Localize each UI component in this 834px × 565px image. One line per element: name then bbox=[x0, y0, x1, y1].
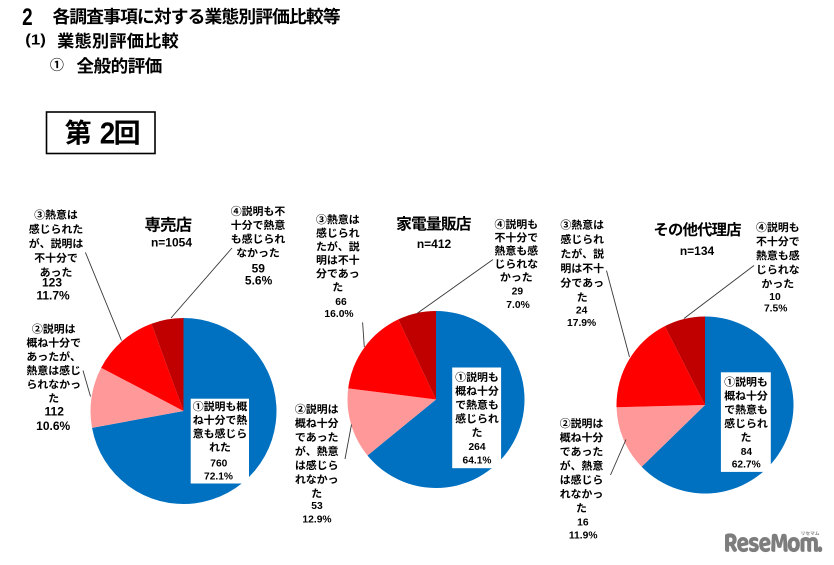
svg-text:264: 264 bbox=[469, 442, 486, 453]
svg-text:(1): (1) bbox=[25, 33, 46, 49]
svg-text:n=134: n=134 bbox=[680, 244, 715, 258]
svg-text:29: 29 bbox=[512, 287, 524, 298]
svg-text:n=412: n=412 bbox=[417, 237, 452, 251]
svg-text:11.7%: 11.7% bbox=[36, 289, 70, 303]
svg-text:66: 66 bbox=[335, 297, 347, 308]
svg-text:10: 10 bbox=[769, 292, 781, 303]
svg-text:10.6%: 10.6% bbox=[36, 419, 70, 433]
svg-text:64.1%: 64.1% bbox=[463, 455, 492, 466]
svg-text:16: 16 bbox=[577, 517, 589, 528]
svg-text:59: 59 bbox=[252, 261, 266, 275]
svg-text:7.5%: 7.5% bbox=[764, 304, 787, 315]
svg-text:11.9%: 11.9% bbox=[569, 531, 598, 542]
svg-text:24: 24 bbox=[576, 305, 588, 316]
svg-text:n=1054: n=1054 bbox=[151, 236, 192, 250]
svg-text:17.9%: 17.9% bbox=[567, 318, 596, 329]
svg-text:72.1%: 72.1% bbox=[204, 472, 233, 483]
svg-text:84: 84 bbox=[741, 447, 753, 458]
svg-text:760: 760 bbox=[210, 459, 227, 470]
svg-text:2: 2 bbox=[100, 116, 116, 151]
svg-text:2: 2 bbox=[22, 4, 32, 31]
svg-text:16.0%: 16.0% bbox=[324, 309, 353, 320]
svg-text:5.6%: 5.6% bbox=[245, 274, 273, 288]
svg-text:53: 53 bbox=[311, 501, 323, 512]
svg-text:112: 112 bbox=[45, 405, 65, 419]
svg-text:12.9%: 12.9% bbox=[302, 515, 331, 526]
svg-text:123: 123 bbox=[42, 275, 62, 289]
svg-text:62.7%: 62.7% bbox=[732, 460, 761, 471]
svg-text:7.0%: 7.0% bbox=[506, 300, 529, 311]
